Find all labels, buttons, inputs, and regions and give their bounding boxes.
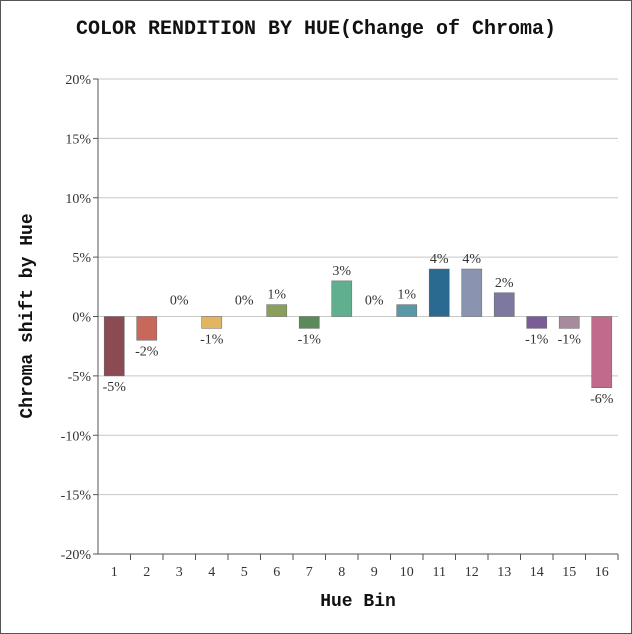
bar <box>396 304 418 317</box>
y-tick-label: -15% <box>61 489 92 504</box>
bar <box>266 304 288 317</box>
x-tick-label: 14 <box>530 565 544 580</box>
x-tick-label: 15 <box>562 565 576 580</box>
data-label: 1% <box>267 288 286 303</box>
bar <box>428 268 450 317</box>
data-label: 2% <box>495 276 514 291</box>
x-tick-label: 3 <box>176 565 183 580</box>
bar <box>526 316 548 329</box>
data-label: 0% <box>235 294 254 309</box>
x-tick-label: 8 <box>338 565 345 580</box>
bar <box>461 268 483 317</box>
x-tick-label: 9 <box>371 565 378 580</box>
x-tick-label: 6 <box>273 565 280 580</box>
x-tick-label: 10 <box>400 565 414 580</box>
x-tick-label: 11 <box>433 565 446 580</box>
labels: -20% -15% -10% -5% 0% 5% 10% 15% 20% 1 -5% 2 -2% 3 0% 4… <box>61 73 614 580</box>
data-label: -2% <box>135 344 159 359</box>
y-tick-label: -10% <box>61 429 92 444</box>
x-tick-label: 12 <box>465 565 479 580</box>
data-label: -6% <box>590 392 614 407</box>
bars <box>103 268 613 388</box>
data-label: 1% <box>397 288 416 303</box>
bar <box>103 316 125 377</box>
x-tick-label: 2 <box>143 565 150 580</box>
x-tick-label: 5 <box>241 565 248 580</box>
data-label: 0% <box>365 294 384 309</box>
y-tick-label: 15% <box>65 132 91 147</box>
y-tick-label: -5% <box>68 370 92 385</box>
x-tick-label: 7 <box>306 565 313 580</box>
data-label: -5% <box>103 380 127 395</box>
y-tick-label: 20% <box>65 73 91 88</box>
bar <box>298 316 320 329</box>
axes <box>93 78 619 560</box>
bar <box>493 292 515 317</box>
x-tick-label: 4 <box>208 565 215 580</box>
data-label: -1% <box>525 332 549 347</box>
bar <box>136 316 158 341</box>
bar <box>201 316 223 329</box>
y-tick-label: -20% <box>61 548 92 563</box>
x-tick-label: 1 <box>111 565 118 580</box>
x-axis-label: Hue Bin <box>320 592 396 612</box>
x-tick-label: 16 <box>595 565 609 580</box>
bar <box>558 316 580 329</box>
data-label: -1% <box>558 332 582 347</box>
data-label: 4% <box>430 252 449 267</box>
bar <box>591 316 613 388</box>
bar <box>331 280 353 317</box>
data-label: 3% <box>332 264 351 279</box>
y-tick-label: 5% <box>72 251 91 266</box>
y-tick-label: 0% <box>72 311 91 326</box>
y-tick-label: 10% <box>65 192 91 207</box>
chart-title: COLOR RENDITION BY HUE(Change of Chroma) <box>75 18 557 41</box>
data-label: -1% <box>200 332 224 347</box>
data-label: 0% <box>170 294 189 309</box>
data-label: 4% <box>462 252 481 267</box>
x-tick-label: 13 <box>497 565 511 580</box>
data-label: -1% <box>298 332 322 347</box>
